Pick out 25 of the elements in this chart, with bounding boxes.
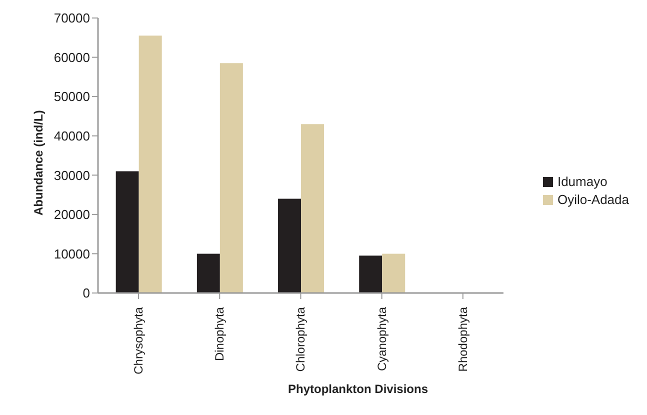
- y-tick-label: 70000: [54, 10, 90, 26]
- bar: [220, 63, 243, 293]
- x-tick-label: Rhodophyta: [456, 306, 470, 372]
- bar: [301, 124, 324, 293]
- y-axis-title: Abundance (ind/L): [31, 110, 46, 216]
- y-tick-label: 30000: [54, 168, 90, 183]
- y-tick-label: 20000: [54, 207, 90, 222]
- bar: [116, 171, 139, 293]
- bar: [359, 256, 382, 293]
- y-tick-label: 40000: [54, 128, 90, 144]
- y-tick-label: 60000: [54, 50, 90, 65]
- bar: [278, 198, 302, 293]
- bar: [382, 254, 406, 293]
- x-tick-label: Dinophyta: [212, 306, 227, 362]
- x-tick-label: Chrysophyta: [132, 306, 146, 374]
- x-tick-label: Chlorophyta: [294, 306, 308, 372]
- bar: [196, 254, 220, 293]
- x-tick-label: Cyanophyta: [374, 306, 389, 372]
- legend-label: Oyilo-Adada: [557, 192, 629, 207]
- legend-label: Idumayo: [557, 174, 608, 189]
- y-tick-label: 50000: [54, 89, 90, 104]
- y-tick-label: 10000: [54, 246, 90, 262]
- y-tick-label: 0: [82, 286, 90, 301]
- bar: [138, 36, 162, 293]
- x-axis-title: Phytoplankton Divisions: [286, 382, 429, 396]
